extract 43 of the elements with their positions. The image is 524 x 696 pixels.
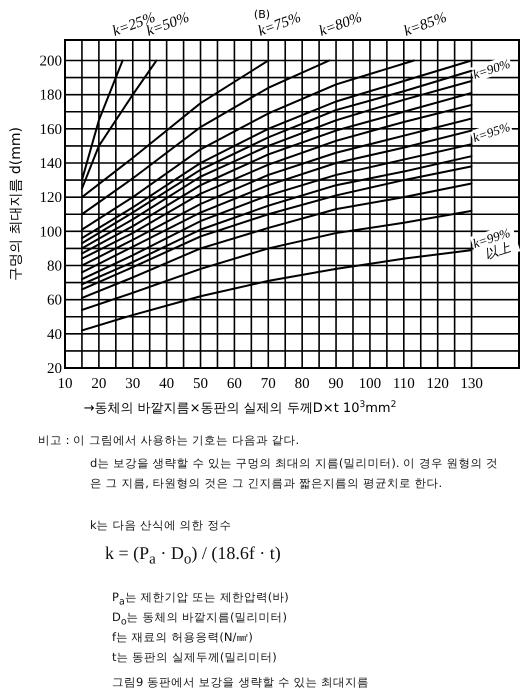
text: t는 동판의 실제두께(밀리미터) [112, 649, 278, 666]
y-tick-label: 140 [40, 156, 62, 172]
text: d는 보강을 생략할 수 있는 구멍의 최대의 지름(밀리미터). 이 경우 원형의 것은 그 지름, 타원형의 것은 그 긴지름과 짧은지름의 평균치로 한다. [90, 455, 500, 492]
x-tick-label: 60 [226, 376, 242, 392]
y-tick-label: 60 [47, 292, 62, 309]
x-tick-label: 100 [358, 376, 382, 392]
text: f는 재료의 허용응력(N/㎟) [112, 629, 254, 646]
text: k는 다음 산식에 의한 정수 [90, 517, 232, 534]
text: P$_{a}$는 제한기압 또는 제한압력(바) [112, 590, 289, 608]
text: k=80% [317, 10, 364, 40]
x-tick-label: 120 [426, 376, 449, 392]
x-tick-label: 30 [125, 376, 140, 392]
line-series [80, 210, 473, 311]
line-series [80, 60, 415, 231]
x-tick-label: 50 [193, 376, 208, 392]
x-tick-label: 20 [91, 376, 106, 392]
y-tick-label: 80 [47, 258, 62, 274]
x-tick-label: 80 [294, 376, 310, 392]
y-tick-label: 40 [47, 326, 62, 343]
x-tick-label: 110 [392, 376, 415, 392]
y-tick-label: 100 [40, 224, 62, 240]
text: k = (P$_{a}$ · D$_{o}$) / (18.6f · t) [105, 543, 282, 570]
y-axis-title: 구멍의 최대지름 d(mm) [8, 127, 24, 281]
x-tick-label: 90 [328, 376, 344, 392]
y-tick-label: 160 [40, 122, 62, 138]
caption: 그림9 동판에서 보강을 생략할 수 있는 최대지름 [112, 674, 370, 691]
line-series [80, 182, 473, 299]
line-series [80, 60, 330, 216]
x-tick-label: 70 [260, 376, 276, 392]
x-tick-label: 40 [159, 376, 174, 392]
x-tick-label: 130 [460, 376, 483, 392]
line-series [80, 249, 473, 332]
line-series [80, 60, 270, 198]
y-tick-label: 200 [40, 54, 62, 70]
x-tick-label: 10 [58, 376, 72, 392]
text: D$_{o}$는 동체의 바깥지름(밀리미터) [112, 610, 288, 628]
x-axis-title: →동체의 바깥지름×동판의 실제의 두께D×t 10$^{3}$mm$^{2}$ [84, 400, 396, 416]
text: 비고 : 이 그림에서 사용하는 기호는 다음과 같다. [38, 432, 300, 449]
y-tick-label: 120 [40, 190, 62, 206]
line-series [80, 60, 158, 190]
text: k=85% [402, 10, 449, 40]
y-tick-label: 20 [47, 361, 62, 377]
y-tick-label: 180 [40, 88, 62, 104]
